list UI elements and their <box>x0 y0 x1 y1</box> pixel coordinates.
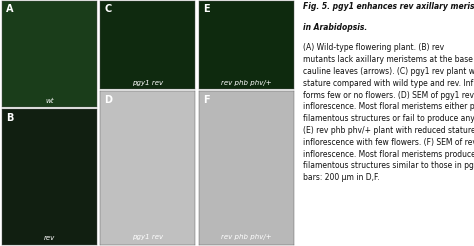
Text: rev: rev <box>44 235 55 241</box>
Text: pgy1 rev: pgy1 rev <box>132 80 164 86</box>
Text: B: B <box>6 113 13 123</box>
Text: E: E <box>203 4 210 14</box>
Text: F: F <box>203 95 210 105</box>
Text: (A) Wild-type flowering plant. (B) rev
mutants lack axillary meristems at the ba: (A) Wild-type flowering plant. (B) rev m… <box>303 44 474 182</box>
Text: Fig. 5. pgy1 enhances rev axillary meristem defects: Fig. 5. pgy1 enhances rev axillary meris… <box>303 2 474 12</box>
Text: wt: wt <box>45 98 54 104</box>
Text: in Arabidopsis.: in Arabidopsis. <box>303 23 367 32</box>
Text: rev phb phv/+: rev phb phv/+ <box>221 80 272 86</box>
Text: A: A <box>6 4 13 14</box>
Text: rev phb phv/+: rev phb phv/+ <box>221 234 272 240</box>
Text: D: D <box>104 95 112 105</box>
Text: pgy1 rev: pgy1 rev <box>132 234 164 240</box>
Text: C: C <box>104 4 111 14</box>
